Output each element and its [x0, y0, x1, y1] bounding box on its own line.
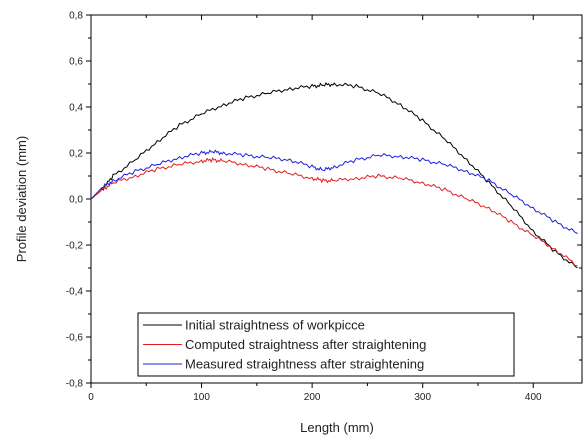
x-tick-label: 100 [193, 392, 210, 403]
x-tick-label: 200 [304, 392, 321, 403]
y-axis-label: Profile deviation (mm) [14, 136, 29, 262]
x-tick-label: 300 [414, 392, 431, 403]
y-tick-label: -0,2 [66, 241, 84, 252]
y-tick-label: 0,8 [69, 11, 83, 22]
tick-labels: 0,8 0,6 0,4 0,2 0,0 -0,2 -0,4 -0,6 -0,8 0 100 200 30… [66, 11, 542, 404]
y-tick-label: 0,4 [69, 103, 83, 114]
y-tick-label: 0,2 [69, 149, 83, 160]
series-line [90, 149, 578, 234]
legend: Initial straightness of workpicce Compute… [137, 312, 515, 377]
y-tick-label: -0,6 [66, 333, 84, 344]
legend-box [137, 312, 515, 377]
series-line [90, 157, 578, 267]
axis-ticks [86, 14, 582, 388]
legend-label: Computed straightness after straightenin… [185, 337, 426, 352]
series-lines [90, 82, 578, 269]
x-axis-label: Length (mm) [300, 420, 374, 435]
y-tick-label: -0,4 [66, 287, 84, 298]
y-tick-label: -0,8 [66, 379, 84, 390]
y-tick-label: 0,6 [69, 57, 83, 68]
x-tick-label: 0 [88, 392, 94, 403]
x-tick-label: 400 [525, 392, 542, 403]
series-line [90, 82, 578, 269]
legend-label: Initial straightness of workpicce [185, 318, 365, 333]
legend-label: Measured straightness after straightenin… [185, 357, 424, 372]
legend-items: Initial straightness of workpicce Compute… [143, 318, 426, 372]
y-tick-label: 0,0 [69, 195, 83, 206]
